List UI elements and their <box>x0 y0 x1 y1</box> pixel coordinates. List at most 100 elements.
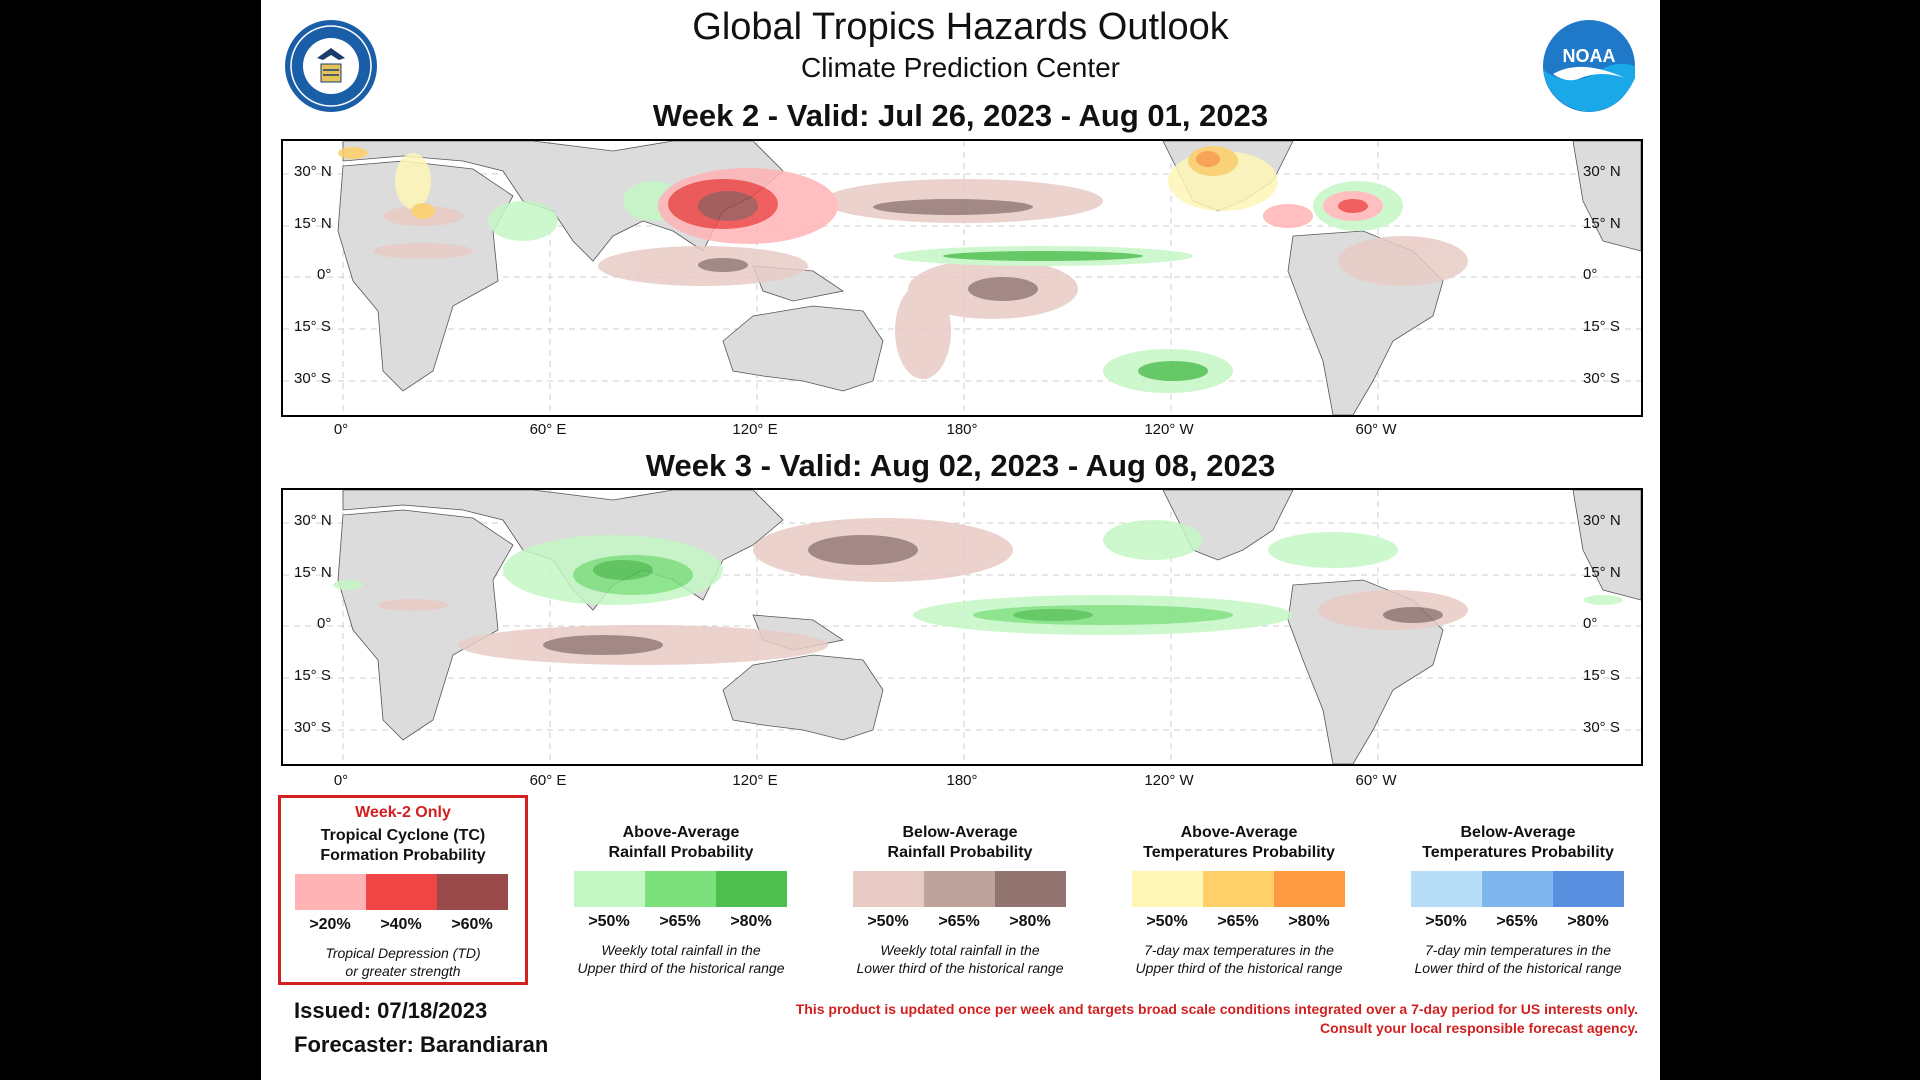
w2-lat-left-3: 15° S <box>294 318 331 335</box>
legend-rain-above-note2: Upper third of the historical range <box>577 960 785 976</box>
w2-lat-left-1: 15° N <box>294 215 332 232</box>
w3-lon-4: 120° W <box>1144 772 1194 789</box>
legend-temp-above-title2: Temperatures Probability <box>1143 844 1335 861</box>
legend-tc-head: Week-2 Only <box>355 804 451 821</box>
w2-lat-right-2: 0° <box>1583 266 1598 283</box>
legend-rain-above-swatch-1 <box>574 871 645 907</box>
legend-temp-above-title1: Above-Average <box>1180 824 1298 841</box>
legend-tc-swatch-1 <box>295 874 366 910</box>
legend-temp-below-swatch-1 <box>1411 871 1482 907</box>
week2-hazard-polygons <box>338 146 1468 393</box>
week3-title: Week 3 - Valid: Aug 02, 2023 - Aug 08, 2… <box>645 448 1276 483</box>
w3-lon-1: 60° E <box>529 772 567 789</box>
week2-map <box>281 139 1643 417</box>
page-title: Global Tropics Hazards Outlook <box>692 6 1229 48</box>
legend-temp-below-thr-3: >80% <box>1567 913 1609 930</box>
w3-lat-left-0: 30° N <box>294 512 332 529</box>
week3-map <box>281 488 1643 766</box>
w3-lon-3: 180° <box>946 772 978 789</box>
svg-text:NOAA: NOAA <box>1563 46 1616 66</box>
legend-rain-above-thr-3: >80% <box>730 913 772 930</box>
disclaimer-line2: Consult your local responsible forecast … <box>1320 1020 1638 1036</box>
w2-lat-right-0: 30° N <box>1583 163 1621 180</box>
legend-tc-title1: Tropical Cyclone (TC) <box>320 827 486 844</box>
legend-temp-below-title1: Below-Average <box>1460 824 1576 841</box>
legend-temp-above-note2: Upper third of the historical range <box>1135 960 1343 976</box>
legend-temp-above-swatch-2 <box>1203 871 1274 907</box>
w3-lat-right-0: 30° N <box>1583 512 1621 529</box>
w2-lat-left-2: 0° <box>317 266 332 283</box>
w2-lat-right-1: 15° N <box>1583 215 1621 232</box>
legend-temp-above-swatch-3 <box>1274 871 1345 907</box>
legend-rain-below-swatch-1 <box>853 871 924 907</box>
legend-temp-below-note1: 7-day min temperatures in the <box>1425 942 1611 958</box>
issued-date: Issued: 07/18/2023 <box>294 998 488 1023</box>
disclaimer: This product is updated once per week an… <box>601 1000 1638 1038</box>
legend-rain-below-swatch-2 <box>924 871 995 907</box>
legend-temp-below: Below-Average Temperatures Probability >… <box>1388 795 1648 985</box>
week2-map-canvas <box>283 141 1641 415</box>
legend-temp-below-thr-1: >50% <box>1425 913 1467 930</box>
legend-temp-above-swatch-1 <box>1132 871 1203 907</box>
legend-tc-note1: Tropical Depression (TD) <box>325 945 481 961</box>
australia-shape <box>722 305 884 392</box>
legend-rain-below: Below-Average Rainfall Probability >50% … <box>830 795 1090 985</box>
w3-lon-2: 120° E <box>732 772 778 789</box>
legend-tc-thr-1: >20% <box>309 916 351 933</box>
w3-lat-left-3: 15° S <box>294 667 331 684</box>
legend-rain-above-thr-1: >50% <box>588 913 630 930</box>
w2-lat-right-3: 15° S <box>1583 318 1620 335</box>
legend-tc-thr-2: >40% <box>380 916 422 933</box>
legend-temp-above-thr-2: >65% <box>1217 913 1259 930</box>
w3-lon-5: 60° W <box>1355 772 1397 789</box>
legend-rain-above: Above-Average Rainfall Probability >50% … <box>551 795 811 985</box>
legend-temp-above-note1: 7-day max temperatures in the <box>1144 942 1334 958</box>
w2-lon-5: 60° W <box>1355 421 1397 438</box>
asia-shape <box>342 141 784 262</box>
doc-seal-icon <box>283 18 379 114</box>
legend-tc-box: Week-2 Only Tropical Cyclone (TC) Format… <box>278 795 528 985</box>
w3-lat-left-1: 15° N <box>294 564 332 581</box>
legend-rain-above-thr-2: >65% <box>659 913 701 930</box>
legend-rain-above-note1: Weekly total rainfall in the <box>601 942 761 958</box>
w2-lat-left-4: 30° S <box>294 370 331 387</box>
noaa-logo-icon: NOAA <box>1541 18 1637 114</box>
legend-temp-below-thr-2: >65% <box>1496 913 1538 930</box>
legend-tc-swatch-3 <box>437 874 508 910</box>
africa-shape <box>337 509 514 741</box>
w3-lat-right-3: 15° S <box>1583 667 1620 684</box>
w3-lat-left-2: 0° <box>317 615 332 632</box>
africa-east-edge-shape <box>1572 490 1641 601</box>
legend-temp-below-title2: Temperatures Probability <box>1422 844 1614 861</box>
legend-tc-note2: or greater strength <box>345 963 461 979</box>
africa-shape <box>337 160 514 392</box>
outlook-sheet: NOAA Global Tropics Hazards Outlook Clim… <box>261 0 1660 1080</box>
w2-lat-left-0: 30° N <box>294 163 332 180</box>
legend-rain-below-note2: Lower third of the historical range <box>856 960 1064 976</box>
legend-rain-below-title2: Rainfall Probability <box>887 844 1033 861</box>
w3-lat-right-2: 0° <box>1583 615 1598 632</box>
africa-east-edge-shape <box>1572 141 1641 252</box>
page-subtitle: Climate Prediction Center <box>800 52 1121 83</box>
legend-rain-below-title1: Below-Average <box>902 824 1018 841</box>
forecaster-name: Forecaster: Barandiaran <box>294 1032 549 1057</box>
legend-tc-title2: Formation Probability <box>320 847 486 864</box>
legend-rain-below-swatch-3 <box>995 871 1066 907</box>
legend-temp-below-note2: Lower third of the historical range <box>1414 960 1622 976</box>
w2-lon-4: 120° W <box>1144 421 1194 438</box>
australia-shape <box>722 654 884 741</box>
legend-rain-below-thr-1: >50% <box>867 913 909 930</box>
legend-rain-below-thr-2: >65% <box>938 913 980 930</box>
legend-temp-below-swatch-3 <box>1553 871 1624 907</box>
legend-temp-above-thr-1: >50% <box>1146 913 1188 930</box>
legend-tc-swatch-2 <box>366 874 437 910</box>
disclaimer-line1: This product is updated once per week an… <box>795 1001 1638 1017</box>
legend-temp-below-swatch-2 <box>1482 871 1553 907</box>
w3-lon-0: 0° <box>333 772 349 789</box>
legend-rain-above-swatch-2 <box>645 871 716 907</box>
legend-rain-below-thr-3: >80% <box>1009 913 1051 930</box>
w2-lon-2: 120° E <box>732 421 778 438</box>
legend-rain-below-note1: Weekly total rainfall in the <box>880 942 1040 958</box>
week3-hazard-polygons <box>333 518 1623 665</box>
w3-lat-left-4: 30° S <box>294 719 331 736</box>
